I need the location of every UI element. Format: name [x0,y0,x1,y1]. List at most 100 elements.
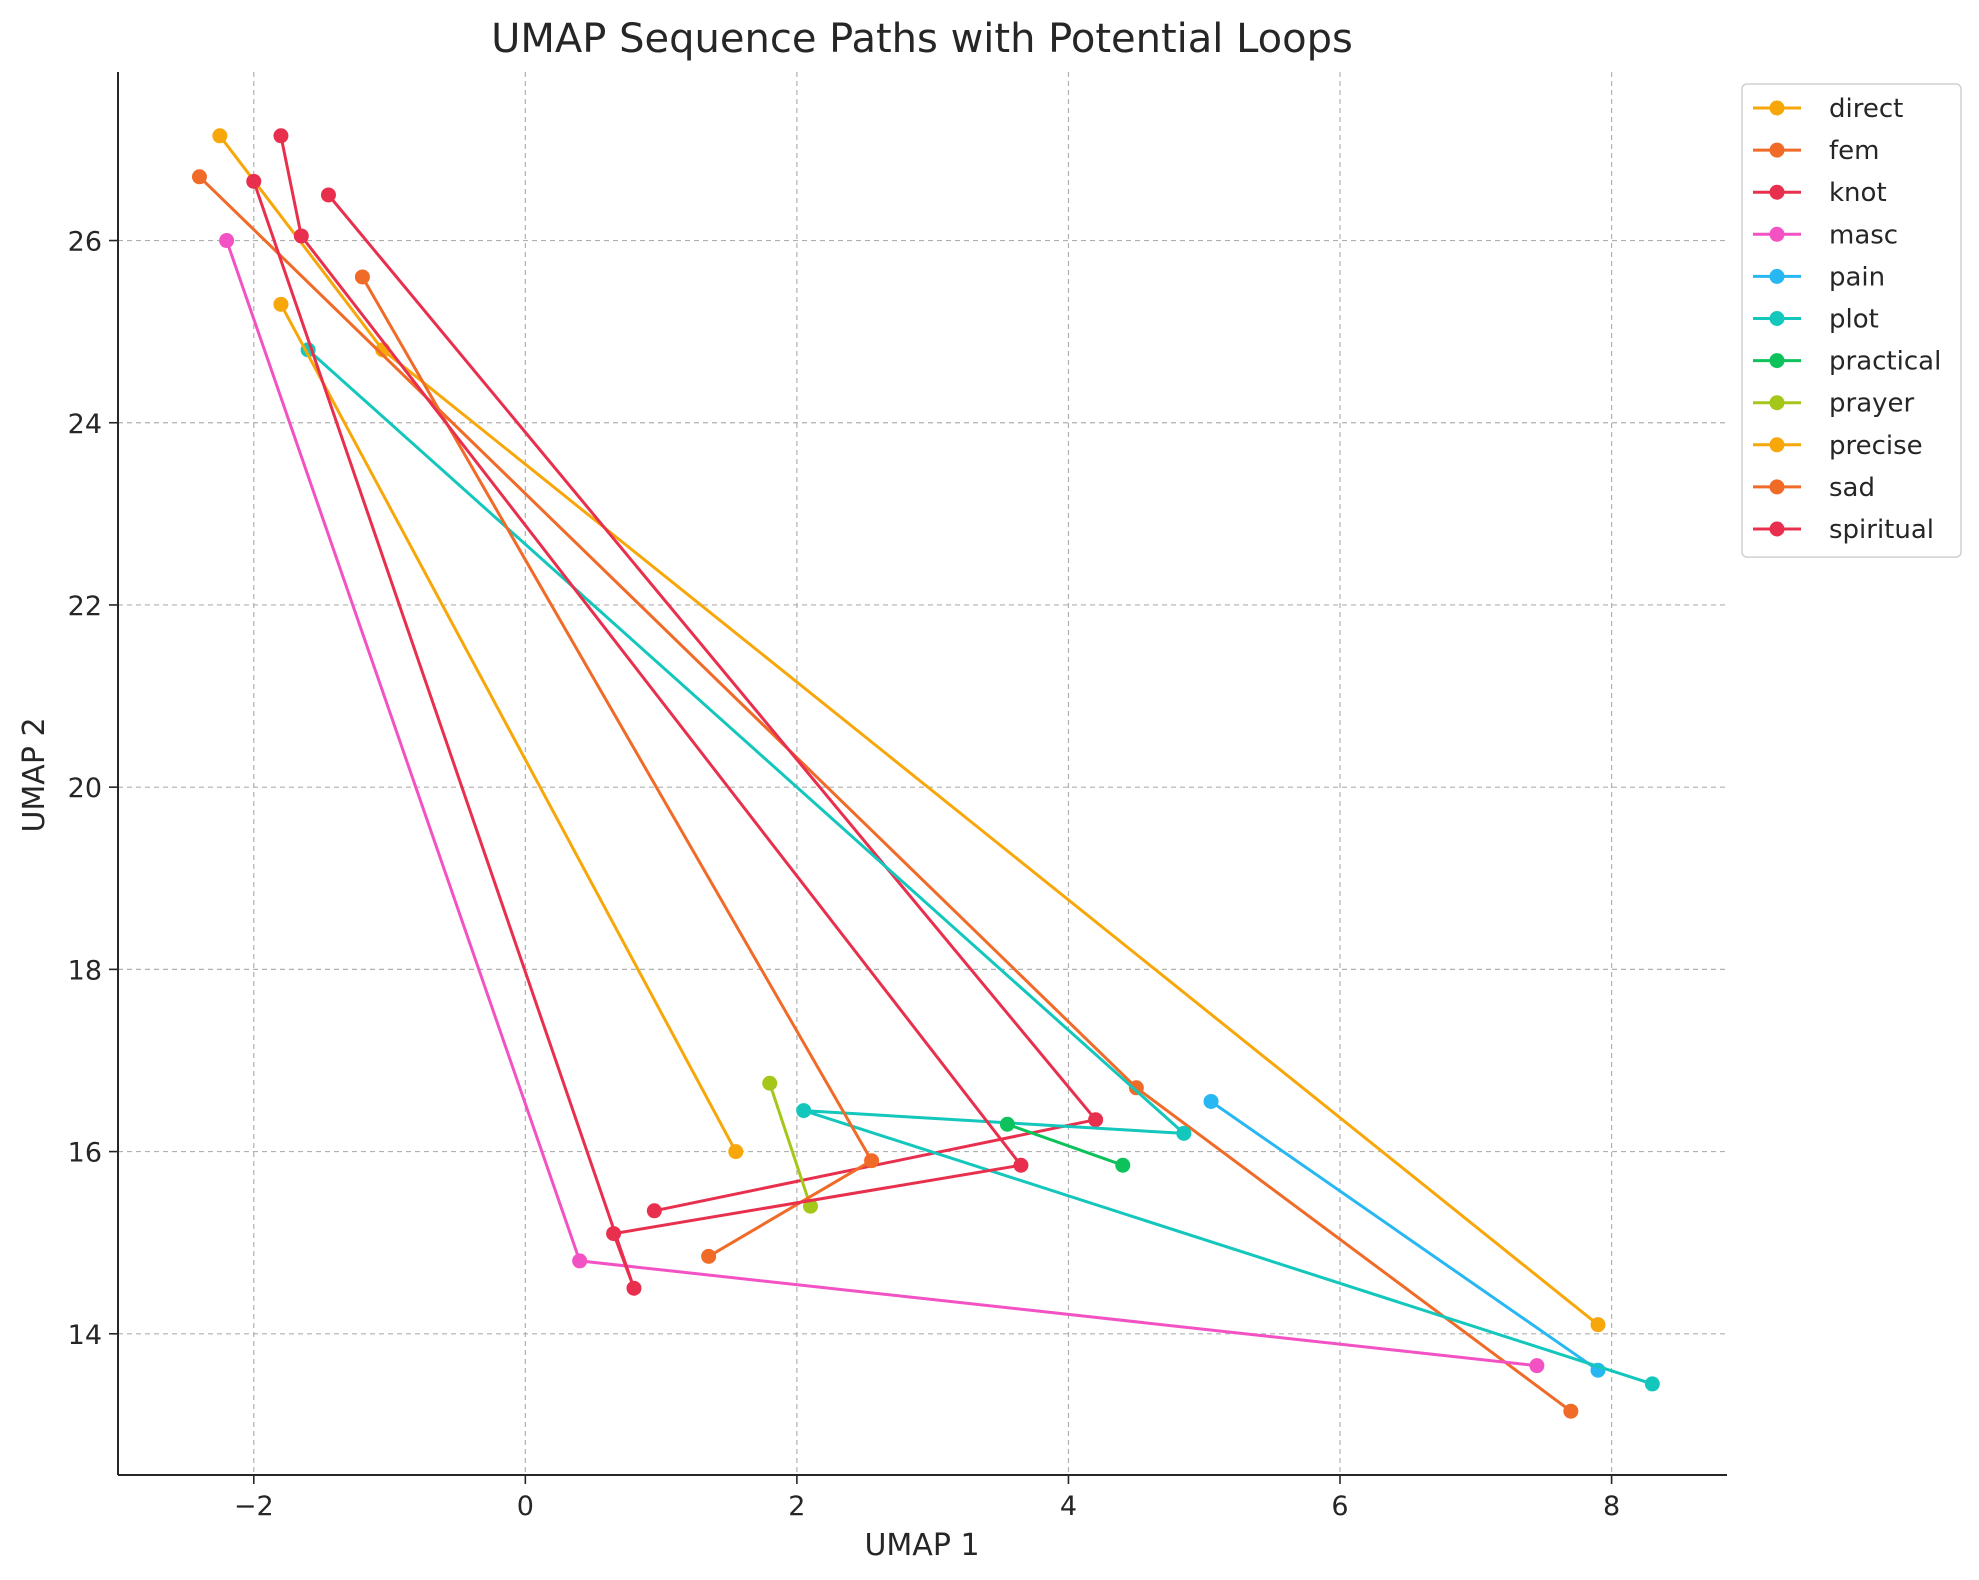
series-line-practical [1005,1122,1125,1167]
series-line-prayer [768,1081,812,1208]
data-point-knot [320,187,336,203]
data-point-masc [219,233,235,249]
series-sad [354,269,880,1264]
legend-label-knot: knot [1829,178,1887,208]
legend-label-masc: masc [1829,220,1898,250]
legend-label-practical: practical [1829,347,1941,377]
data-point-practical [999,1116,1015,1132]
legend-marker-masc [1769,226,1785,242]
x-tick-label: 4 [1060,1491,1077,1522]
y-tick-label: 24 [68,409,102,440]
legend-item-plot: plot [1753,305,1879,335]
data-point-masc [1529,1358,1545,1374]
legend-marker-plot [1769,311,1785,326]
legend-frame [1741,83,1962,558]
legend-item-precise: precise [1753,431,1923,461]
data-point-prayer [762,1075,778,1091]
legend-marker-pain [1769,268,1785,284]
series-spiritual [246,128,1029,1296]
legend-item-fem: fem [1753,136,1879,166]
y-axis-ticks: 14 16 18 20 22 24 26 [68,227,118,1351]
data-point-knot [1088,1112,1104,1128]
legend-marker-sad [1769,479,1785,495]
data-point-plot [1644,1376,1660,1392]
series-line-fem [198,175,1573,1413]
series-line-spiritual [252,134,1023,1290]
data-point-spiritual [1013,1157,1029,1173]
legend-item-prayer: prayer [1753,389,1915,419]
legend-item-practical: practical [1753,347,1941,377]
data-point-spiritual [246,173,262,189]
legend-marker-precise [1769,437,1785,453]
x-tick-label: 8 [1603,1491,1620,1522]
data-point-knot [646,1203,662,1219]
legend-label-direct: direct [1829,94,1903,124]
data-point-fem [1128,1080,1144,1096]
y-tick-label: 18 [68,955,102,986]
x-axis-ticks: −2 0 2 4 6 8 [234,1475,1620,1522]
x-tick-label: 6 [1331,1491,1348,1522]
series-precise [273,296,744,1160]
legend-label-fem: fem [1829,136,1879,166]
data-point-sad [701,1248,717,1264]
data-point-direct [1590,1317,1606,1333]
legend-marker-prayer [1769,395,1785,411]
data-point-direct [212,128,228,144]
data-point-spiritual [606,1226,622,1242]
legend-label-sad: sad [1829,473,1875,503]
legend-item-knot: knot [1753,178,1887,208]
data-point-spiritual [273,128,289,144]
legend-marker-practical [1769,353,1785,369]
plot-area [191,128,1660,1419]
y-tick-label: 16 [68,1138,102,1169]
y-tick-label: 26 [68,227,102,258]
series-prayer [762,1075,818,1214]
series-masc [219,233,1545,1374]
series-practical [999,1116,1131,1173]
data-point-fem [1563,1403,1579,1419]
data-point-plot [1176,1125,1192,1141]
data-point-precise [273,296,289,312]
data-point-fem [191,169,207,185]
legend-item-masc: masc [1753,220,1898,250]
x-tick-label: 0 [517,1491,534,1522]
x-axis-label: UMAP 1 [864,1528,979,1563]
legend-item-direct: direct [1753,94,1903,124]
legend-marker-direct [1769,100,1785,116]
series-fem [191,169,1579,1419]
legend-item-sad: sad [1753,473,1875,503]
legend-label-prayer: prayer [1829,389,1915,419]
series-line-pain [1209,1100,1600,1372]
series-knot [320,187,1104,1219]
data-point-sad [354,269,370,285]
data-point-sad [864,1153,880,1169]
legend-marker-spiritual [1769,521,1785,537]
legend-label-pain: pain [1829,262,1885,292]
legend-item-spiritual: spiritual [1753,515,1934,545]
series-line-sad [360,275,874,1258]
y-tick-label: 20 [68,773,102,804]
legend: direct fem knot masc pain plot practical prayer… [1741,83,1962,558]
series-line-knot [327,193,1098,1213]
y-tick-label: 14 [68,1320,102,1351]
data-point-practical [1115,1157,1131,1173]
axes-spines [117,72,1727,1476]
data-point-spiritual [293,228,309,244]
legend-label-precise: precise [1829,431,1923,461]
x-tick-label: 2 [788,1491,805,1522]
y-axis-label: UMAP 2 [17,717,52,832]
legend-marker-knot [1769,184,1785,200]
data-point-spiritual [626,1280,642,1296]
legend-item-pain: pain [1753,262,1885,292]
chart-title: UMAP Sequence Paths with Potential Loops [491,16,1353,62]
series-line-precise [279,302,738,1154]
grid-lines [118,72,1727,1475]
y-tick-label: 22 [68,591,102,622]
data-point-plot [796,1103,812,1119]
data-point-precise [728,1144,744,1160]
series-direct [212,128,1606,1333]
legend-label-spiritual: spiritual [1829,515,1934,545]
legend-label-plot: plot [1829,305,1879,335]
legend-marker-fem [1769,142,1785,158]
